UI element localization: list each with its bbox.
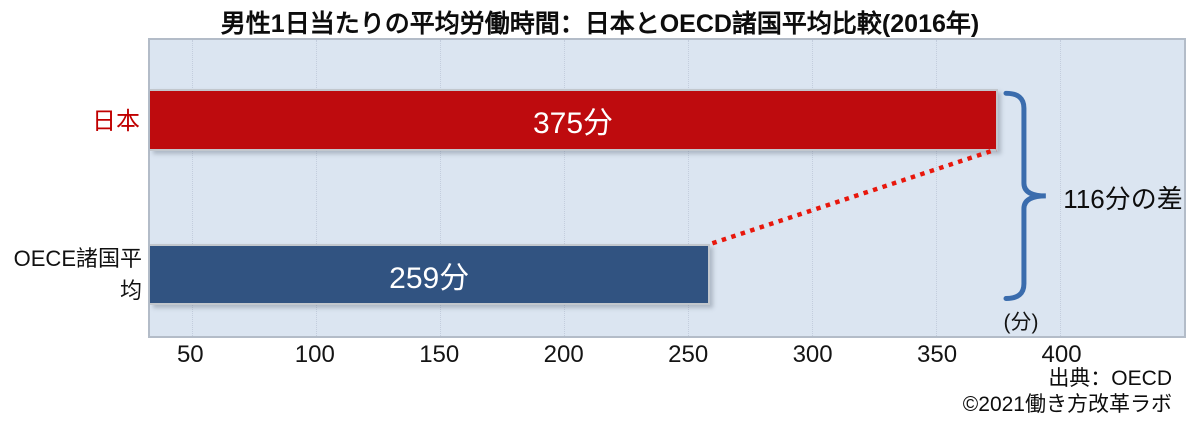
x-tick-label: 200 [544,341,584,369]
bar-oecd: 259分 [150,244,710,305]
gridline [936,40,937,336]
x-tick-label: 300 [793,341,833,369]
bar-value-label-japan: 375分 [533,98,613,142]
gridline [1060,40,1061,336]
bar-japan: 375分 [150,89,998,151]
category-label-japan: 日本 [20,87,140,149]
source-text: 出典：OECD [963,366,1172,392]
x-tick-label: 350 [917,341,957,369]
x-tick-label: 150 [419,341,459,369]
difference-annotation: 116分の差 [1063,179,1182,216]
x-tick-label: 50 [177,341,204,369]
category-label-oecd-text: OECE諸国平均 [0,241,142,305]
gridline [812,40,813,336]
footer: 出典：OECD ©2021働き方改革ラボ [963,366,1172,418]
x-tick-label: 250 [668,341,708,369]
copyright-text: ©2021働き方改革ラボ [963,392,1172,418]
difference-dotted-line [712,150,996,244]
bar-value-label-oecd: 259分 [389,253,469,297]
x-tick-label: 400 [1042,341,1082,369]
chart-title: 男性1日当たりの平均労働時間：日本とOECD諸国平均比較(2016年) [0,4,1200,40]
x-axis-unit-label: (分) [985,306,1057,336]
category-label-oecd: OECE諸国平均 [0,242,142,303]
category-label-japan-text: 日本 [92,101,140,136]
difference-bracket [1006,93,1046,298]
plot-area: 375分 259分 [148,38,1186,338]
x-tick-label: 100 [295,341,335,369]
